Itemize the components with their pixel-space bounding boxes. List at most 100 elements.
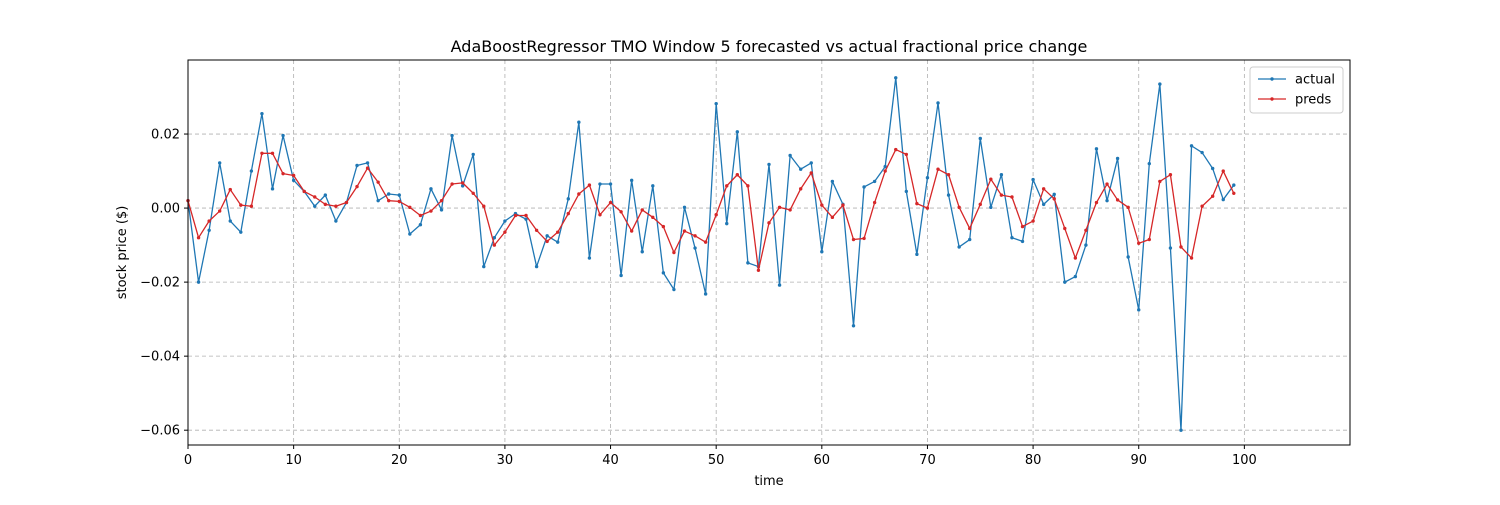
series-preds [186,147,1236,272]
data-point-actual [217,161,222,165]
data-point-preds [904,152,909,157]
data-point-preds [1179,245,1183,249]
data-point-preds [387,198,391,203]
data-point-preds [1105,182,1109,186]
data-point-preds [1200,204,1204,208]
data-point-actual [1010,235,1014,240]
data-point-preds [851,237,856,242]
data-point-actual [894,76,898,80]
data-point-actual [619,273,623,278]
data-point-actual [460,184,465,188]
data-point-preds [640,208,644,212]
data-point-actual [1232,183,1236,187]
data-point-actual [545,234,549,238]
data-point-preds [545,239,549,244]
data-point-actual [207,228,211,232]
data-point-actual [450,133,454,138]
data-point-preds [809,171,813,175]
data-point-preds [619,210,623,214]
data-point-actual [809,161,813,165]
data-point-preds [946,173,951,177]
data-point-preds [313,195,317,199]
data-point-actual [524,217,528,221]
data-point-preds [978,202,982,207]
legend-label-preds: preds [1295,93,1332,108]
data-point-preds [989,177,993,181]
data-point-preds [217,209,222,213]
series-line-preds [187,148,1235,271]
data-point-preds [999,193,1004,197]
data-point-preds [460,181,465,185]
data-point-actual [925,176,930,180]
data-point-preds [746,184,750,188]
data-point-actual [820,250,824,254]
data-point-preds [291,173,296,178]
data-point-preds [239,203,243,207]
data-point-actual [1020,239,1025,244]
legend: actual preds [1249,66,1344,114]
plot-frame [187,59,1351,446]
data-point-actual [534,264,539,269]
data-point-actual [1041,202,1046,207]
data-point-preds [566,211,570,216]
data-point-preds [302,189,306,194]
data-point-actual [323,193,328,197]
data-point-actual [1179,428,1183,432]
data-point-actual [682,205,687,210]
data-point-actual [936,101,940,105]
y-tick-label: −0.04 [140,350,180,365]
x-axis-label: time [754,474,783,489]
data-point-actual [1063,280,1067,284]
data-point-preds [608,200,613,205]
data-point-preds [587,183,592,187]
data-point-actual [777,283,782,287]
data-point-preds [1158,179,1162,184]
data-point-preds [883,169,887,173]
data-point-preds [682,229,687,233]
legend-item-preds: preds [1258,93,1332,108]
data-point-preds [703,240,708,244]
data-point-actual [1052,192,1056,197]
data-point-preds [1073,256,1078,260]
data-point-actual [598,182,602,186]
data-point-actual [798,167,803,171]
data-point-preds [915,201,919,206]
data-point-preds [429,209,433,213]
data-point-actual [376,198,380,203]
data-point-actual [767,162,771,167]
data-point-preds [228,187,232,192]
data-point-actual [1221,197,1225,202]
data-point-actual [1158,82,1162,86]
data-point-actual [862,185,866,189]
axes: 0 10 20 30 40 50 60 70 80 90 100 0.02 0.00 −0.02 −0.04… [140,128,1257,468]
x-tick-label: 70 [919,453,936,468]
data-point-preds [344,200,349,205]
data-point-preds [556,230,560,234]
data-point-preds [651,215,655,220]
data-point-actual [556,240,560,244]
data-point-preds [1126,205,1130,210]
data-point-preds [260,151,264,155]
data-point-preds [1232,191,1236,195]
data-point-actual [281,133,285,138]
data-point-preds [767,221,771,225]
data-point-preds [1115,198,1120,202]
data-point-preds [672,250,676,255]
data-point-actual [968,237,972,242]
data-point-actual [999,173,1004,177]
data-point-preds [862,236,866,241]
x-tick-label: 0 [184,453,192,468]
data-point-preds [503,230,507,234]
data-point-preds [1010,195,1014,199]
data-point-preds [1084,228,1088,232]
series-actual [186,76,1236,432]
data-point-preds [207,219,211,223]
data-point-actual [1073,274,1078,279]
data-point-preds [714,213,718,217]
data-point-preds [1147,237,1151,242]
data-point-preds [1137,241,1141,245]
data-point-actual [735,130,740,134]
data-point-preds [376,180,380,184]
